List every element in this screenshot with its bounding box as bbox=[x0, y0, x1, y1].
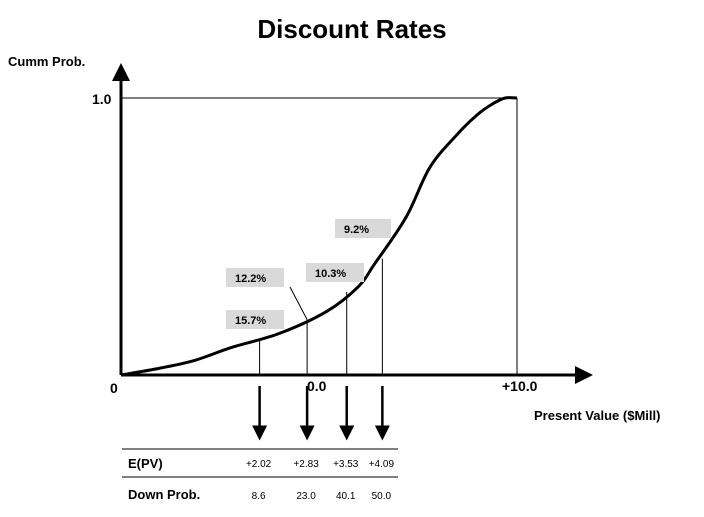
cdf-curve bbox=[120, 96, 518, 377]
down-prob-row-label: Down Prob. bbox=[128, 487, 200, 502]
rate-label-box bbox=[306, 263, 364, 282]
rate-label-box bbox=[226, 268, 284, 287]
down-prob-value: 40.1 bbox=[336, 491, 356, 502]
rate-label: 9.2% bbox=[344, 224, 369, 236]
epv-value: +2.02 bbox=[246, 459, 272, 470]
y-tick-label: 1.0 bbox=[92, 91, 112, 107]
rate-label: 15.7% bbox=[235, 315, 266, 327]
epv-value: +3.53 bbox=[333, 459, 359, 470]
rate-label: 10.3% bbox=[315, 268, 346, 280]
rate-label-box bbox=[226, 310, 284, 329]
chart-title: Discount Rates bbox=[257, 14, 446, 44]
y-axis-label: Cumm Prob. bbox=[8, 54, 85, 69]
rate-leader-line bbox=[289, 286, 308, 320]
epv-value: +4.09 bbox=[369, 459, 395, 470]
down-prob-value: 23.0 bbox=[296, 491, 316, 502]
down-prob-value: 8.6 bbox=[252, 491, 266, 502]
rate-markers: 15.7% 12.2% 10.3% 9.2% bbox=[226, 219, 391, 441]
epv-value: +2.83 bbox=[293, 459, 319, 470]
x-tick-label: 0.0 bbox=[307, 378, 327, 394]
table-values: +2.02 +2.83 +3.53 +4.09 8.6 23.0 40.1 50.0 bbox=[246, 459, 395, 502]
epv-row-label: E(PV) bbox=[128, 456, 163, 471]
x-tick-label: 0 bbox=[110, 380, 118, 396]
down-prob-value: 50.0 bbox=[372, 491, 392, 502]
rate-label-box bbox=[335, 219, 391, 238]
rate-label: 12.2% bbox=[235, 273, 266, 285]
x-axis-label: Present Value ($Mill) bbox=[534, 408, 660, 423]
x-tick-label: +10.0 bbox=[502, 378, 538, 394]
